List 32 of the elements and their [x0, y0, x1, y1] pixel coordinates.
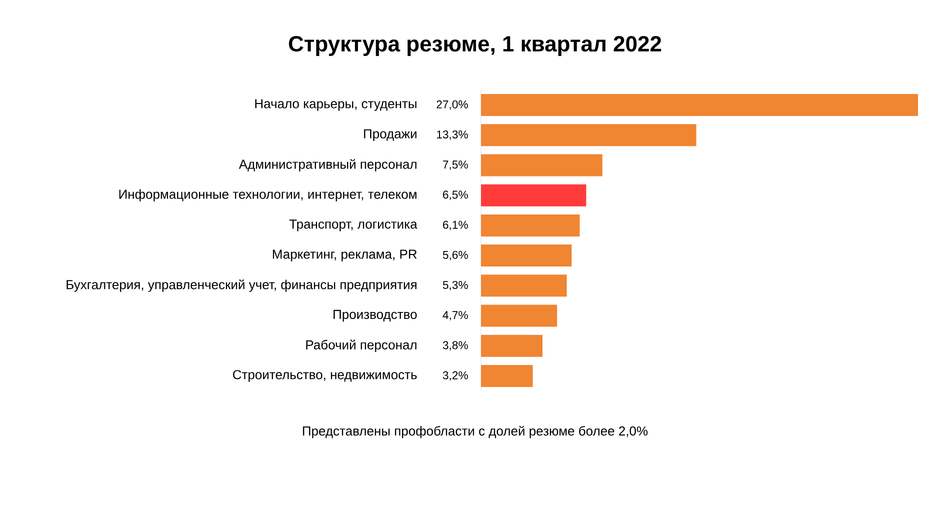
y-tick-label: Маркетинг, реклама, PR	[272, 250, 417, 262]
text: Представлены профобласти с долей резюме более 2,0%	[302, 426, 648, 438]
bar	[481, 214, 580, 236]
data-label: 7,5%	[443, 160, 468, 170]
bar	[481, 184, 586, 206]
y-tick-label: Рабочий персонал	[306, 340, 416, 352]
bar	[481, 304, 558, 327]
bar	[481, 124, 696, 146]
bar	[481, 364, 533, 387]
data-label: 3,8%	[442, 341, 468, 351]
y-tick-label: Транспорт, логистика	[289, 220, 418, 232]
y-tick-label: Бухгалтерия, управленческий учет, финансы предприятия	[66, 279, 416, 292]
data-label: 27,0%	[436, 100, 468, 110]
bar	[481, 154, 602, 176]
chart-title: Структура резюме, 1 квартал 2022	[288, 36, 662, 56]
data-label: 13,3%	[437, 130, 468, 140]
bar	[481, 274, 567, 297]
data-label: 3,2%	[442, 371, 468, 381]
data-label: 6,5%	[443, 190, 468, 200]
data-label: 5,3%	[442, 280, 468, 290]
data-label: 4,7%	[442, 311, 468, 320]
y-tick-label: Информационные технологии, интернет, телеком	[119, 189, 416, 202]
y-tick-label: Строительство, недвижимость	[233, 370, 417, 382]
data-label: 6,1%	[443, 220, 468, 230]
data-label: 5,6%	[442, 250, 468, 260]
y-tick-label: Начало карьеры, студенты	[255, 99, 416, 111]
y-tick-label: Административный персонал	[238, 159, 416, 172]
bar	[481, 244, 572, 267]
y-tick-label: Продажи	[364, 129, 416, 141]
bar	[481, 94, 918, 116]
y-tick-label: Производство	[334, 310, 417, 322]
bar	[481, 334, 543, 357]
